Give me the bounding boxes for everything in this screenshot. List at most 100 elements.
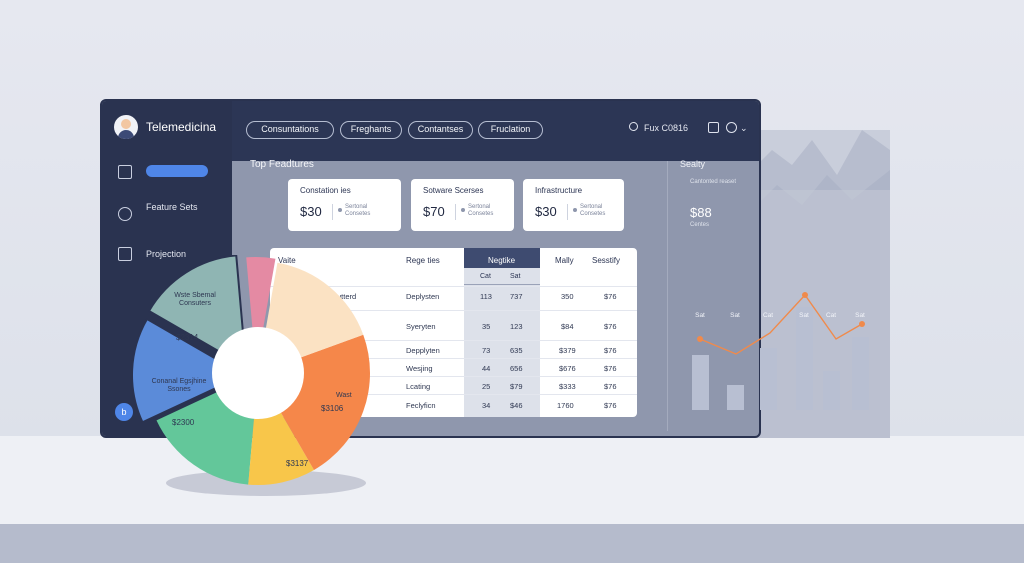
divider — [270, 376, 637, 377]
divider — [667, 161, 668, 431]
tab-freghants[interactable]: Freghants — [340, 121, 402, 139]
card-dot-icon — [461, 208, 465, 212]
table-cell: 44 — [482, 364, 491, 373]
chart-bar — [852, 337, 869, 410]
pen-icon[interactable] — [118, 207, 132, 221]
card-note: Sertonal Consetes — [580, 204, 606, 217]
pie-slice[interactable] — [131, 317, 247, 424]
sidebar-item-feature-sets[interactable]: Feature Sets — [146, 202, 198, 212]
metric-card[interactable]: Constation ies $30 Sertonal Consetes — [288, 179, 401, 231]
metric-card[interactable]: Infrastructure $30 Sertonal Consetes — [523, 179, 624, 231]
chart-line — [699, 293, 863, 355]
pie-slice[interactable] — [147, 255, 248, 369]
top-navigation-bar: Consuntations Freghants Contantses Frucl… — [232, 101, 759, 161]
divider — [270, 394, 637, 395]
column-header[interactable]: Sesstify — [592, 256, 621, 265]
table-cell: Deplysten — [406, 292, 440, 301]
divider — [464, 284, 540, 285]
table-cell: $76 — [604, 382, 617, 391]
pie-label: Wste Sbemal Consuters — [174, 292, 216, 307]
tab-consultations[interactable]: Consuntations — [246, 121, 334, 139]
chart-bar — [796, 307, 813, 410]
pie-value: $3137 — [286, 459, 309, 468]
grid-icon[interactable] — [118, 165, 132, 179]
table-cell: 350 — [561, 292, 574, 301]
table-cell: Depplyten — [406, 346, 440, 355]
column-header[interactable]: Negtike — [488, 256, 516, 265]
card-title: Infrastructure — [535, 186, 583, 195]
sidebar-item-active[interactable] — [146, 165, 208, 177]
highlighted-column-header — [464, 248, 540, 268]
table-cell: 635 — [510, 346, 523, 355]
pie-label: Wast — [336, 392, 352, 399]
bar-label: Sat — [695, 312, 705, 319]
chart-bar — [760, 348, 777, 410]
column-header[interactable]: Vaite — [278, 256, 296, 265]
column-header[interactable]: Mally — [555, 256, 574, 265]
analytics-title: Sealty — [680, 159, 706, 169]
chevron-down-icon[interactable]: ⌄ — [740, 123, 748, 133]
divider — [270, 310, 637, 311]
document-icon[interactable] — [118, 247, 132, 261]
table-cell: $79 — [510, 382, 523, 391]
pie-slice[interactable] — [246, 257, 276, 369]
bar-label: Sat — [799, 312, 809, 319]
card-title: Sotware Scerses — [423, 186, 484, 195]
user-icon[interactable] — [629, 122, 638, 131]
card-value: $70 — [423, 204, 445, 219]
sidebar-item-projection[interactable]: Projection — [146, 249, 187, 259]
pie-value: $2300 — [172, 418, 195, 427]
card-divider — [455, 204, 456, 220]
card-note: Sertonal Consetes — [345, 204, 371, 217]
analytics-note: Centes — [690, 222, 710, 228]
bar-label: Cat — [825, 312, 837, 319]
tab-contantses[interactable]: Contantses — [408, 121, 473, 139]
chart-bar — [823, 371, 840, 410]
sub-header: Cat — [480, 273, 491, 280]
app-name: Telemedicina — [146, 120, 217, 134]
search-icon[interactable] — [726, 122, 737, 133]
table-cell: Feclyficn — [406, 401, 436, 410]
highlighted-column — [464, 248, 540, 417]
table-cell: 737 — [510, 292, 523, 301]
donut-chart[interactable] — [130, 255, 380, 495]
table-cell: 35 — [482, 322, 491, 331]
table-cell: $333 — [559, 382, 576, 391]
user-id-text: Fux C0816 — [644, 123, 689, 133]
table-cell: $379 — [559, 346, 576, 355]
card-value: $30 — [535, 204, 557, 219]
help-button[interactable]: b — [115, 403, 133, 421]
divider — [270, 286, 637, 287]
card-dot-icon — [338, 208, 342, 212]
tab-fruclation[interactable]: Fruclation — [478, 121, 543, 139]
table-cell: $84 — [561, 322, 574, 331]
bar-label: Sat — [730, 312, 740, 319]
card-note: Sertonal Consetes — [468, 204, 494, 217]
table-cell: $46 — [510, 401, 523, 410]
card-dot-icon — [573, 208, 577, 212]
table-cell: $76 — [604, 292, 617, 301]
divider — [270, 340, 637, 341]
copy-icon[interactable] — [708, 122, 719, 133]
divider — [270, 358, 637, 359]
table-cell: 656 — [510, 364, 523, 373]
table-cell: $76 — [604, 401, 617, 410]
table-cell: Syeryten — [406, 322, 436, 331]
card-value: $30 — [300, 204, 322, 219]
pie-value: $2314 — [176, 333, 199, 342]
chart-bar — [727, 385, 744, 410]
section-title: Top Feadtures — [250, 159, 314, 170]
metric-card[interactable]: Sotware Scerses $70 Sertonal Consetes — [411, 179, 514, 231]
chart-bar — [692, 355, 709, 410]
analytics-value: $88 — [690, 205, 712, 220]
table-cell: 1760 — [557, 401, 574, 410]
table-cell: Lcating — [406, 382, 431, 391]
column-header[interactable]: Rege ties — [406, 256, 440, 265]
table-cell: 25 — [482, 382, 491, 391]
table-cell: Sutterd — [332, 292, 357, 301]
table-cell: $76 — [604, 346, 617, 355]
avatar[interactable] — [114, 115, 138, 139]
brand[interactable]: Telemedicina — [114, 115, 216, 139]
bar-label: Sat — [855, 312, 865, 319]
